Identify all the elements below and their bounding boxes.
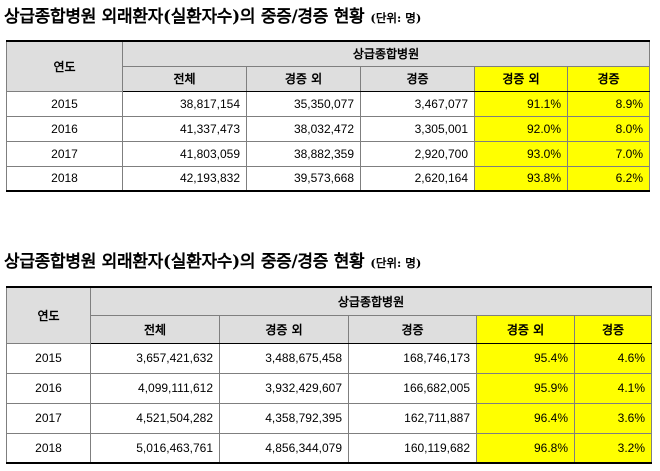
- cell-year: 2015: [6, 342, 91, 374]
- cell-year: 2017: [6, 402, 91, 434]
- col-header-non-mild-pct: 경증 외: [474, 65, 568, 92]
- cell-mild-pct: 3.2%: [573, 432, 653, 464]
- cell-year: 2017: [6, 140, 123, 167]
- cell-mild-pct: 4.1%: [573, 372, 653, 404]
- table-2-title-text: 상급종합병원 외래환자(실환자수)의 중증/경증 현황: [4, 252, 365, 272]
- group-header: 상급종합병원: [89, 286, 653, 316]
- year-header: 연도: [6, 286, 91, 344]
- cell-year: 2018: [6, 432, 91, 464]
- cell-mild: 3,467,077: [360, 90, 475, 117]
- cell-total: 4,521,504,282: [90, 402, 220, 434]
- table-row: 2016 41,337,473 38,032,472 3,305,001 92.…: [6, 115, 651, 142]
- cell-mild-pct: 8.9%: [566, 90, 651, 117]
- cell-mild: 3,305,001: [360, 115, 475, 142]
- cell-total: 4,099,111,612: [90, 372, 220, 404]
- cell-mild: 162,711,887: [348, 402, 477, 434]
- cell-non-mild: 39,573,668: [246, 165, 361, 192]
- cell-non-mild: 4,358,792,395: [219, 402, 349, 434]
- group-header: 상급종합병원: [121, 40, 651, 67]
- table-1-title: 상급종합병원 외래환자(실환자수)의 중증/경증 현황 (단위: 명): [4, 6, 421, 29]
- col-header-mild-pct: 경증: [573, 314, 653, 344]
- col-header-non-mild-pct: 경증 외: [476, 314, 575, 344]
- cell-non-mild-pct: 96.4%: [476, 402, 575, 434]
- table-1-title-text: 상급종합병원 외래환자(실환자수)의 중증/경증 현황: [4, 7, 365, 27]
- cell-total: 38,817,154: [122, 90, 247, 117]
- cell-non-mild-pct: 95.4%: [476, 342, 575, 374]
- cell-mild-pct: 3.6%: [573, 402, 653, 434]
- table-row: 2015 3,657,421,632 3,488,675,458 168,746…: [6, 342, 653, 374]
- col-header-total: 전체: [90, 314, 220, 344]
- cell-total: 5,016,463,761: [90, 432, 220, 464]
- table-row: 2018 42,193,832 39,573,668 2,620,164 93.…: [6, 165, 651, 192]
- table-row: 2016 4,099,111,612 3,932,429,607 166,682…: [6, 372, 653, 404]
- col-header-non-mild: 경증 외: [219, 314, 349, 344]
- table-1-unit: (단위: 명): [370, 11, 422, 25]
- cell-mild-pct: 8.0%: [566, 115, 651, 142]
- cell-non-mild: 38,882,359: [246, 140, 361, 167]
- cell-total: 3,657,421,632: [90, 342, 220, 374]
- table-1: 연도 상급종합병원 전체 경증 외 경증 경증 외 경증 2015 38,817…: [6, 40, 651, 192]
- cell-mild-pct: 6.2%: [566, 165, 651, 192]
- cell-mild: 2,920,700: [360, 140, 475, 167]
- col-header-mild: 경증: [348, 314, 477, 344]
- cell-non-mild: 3,488,675,458: [219, 342, 349, 374]
- cell-non-mild-pct: 95.9%: [476, 372, 575, 404]
- table-row: 2017 41,803,059 38,882,359 2,920,700 93.…: [6, 140, 651, 167]
- cell-non-mild-pct: 96.8%: [476, 432, 575, 464]
- cell-non-mild: 3,932,429,607: [219, 372, 349, 404]
- cell-total: 42,193,832: [122, 165, 247, 192]
- year-header: 연도: [6, 40, 123, 92]
- cell-non-mild-pct: 93.8%: [474, 165, 568, 192]
- table-row: 2015 38,817,154 35,350,077 3,467,077 91.…: [6, 90, 651, 117]
- table-2: 연도 상급종합병원 전체 경증 외 경증 경증 외 경증 2015 3,657,…: [6, 286, 653, 464]
- table-2-title: 상급종합병원 외래환자(실환자수)의 중증/경증 현황 (단위: 명): [4, 251, 421, 274]
- cell-mild: 166,682,005: [348, 372, 477, 404]
- cell-mild: 160,119,682: [348, 432, 477, 464]
- cell-mild: 168,746,173: [348, 342, 477, 374]
- col-header-mild-pct: 경증: [566, 65, 651, 92]
- cell-non-mild: 35,350,077: [246, 90, 361, 117]
- col-header-non-mild: 경증 외: [246, 65, 361, 92]
- cell-year: 2018: [6, 165, 123, 192]
- table-2-unit: (단위: 명): [370, 256, 422, 270]
- cell-mild-pct: 4.6%: [573, 342, 653, 374]
- col-header-total: 전체: [122, 65, 247, 92]
- cell-non-mild: 4,856,344,079: [219, 432, 349, 464]
- cell-year: 2015: [6, 90, 123, 117]
- cell-total: 41,337,473: [122, 115, 247, 142]
- cell-non-mild: 38,032,472: [246, 115, 361, 142]
- cell-year: 2016: [6, 372, 91, 404]
- col-header-mild: 경증: [360, 65, 475, 92]
- table-row: 2017 4,521,504,282 4,358,792,395 162,711…: [6, 402, 653, 434]
- cell-mild: 2,620,164: [360, 165, 475, 192]
- table-row: 2018 5,016,463,761 4,856,344,079 160,119…: [6, 432, 653, 464]
- cell-total: 41,803,059: [122, 140, 247, 167]
- cell-non-mild-pct: 93.0%: [474, 140, 568, 167]
- cell-non-mild-pct: 91.1%: [474, 90, 568, 117]
- cell-mild-pct: 7.0%: [566, 140, 651, 167]
- cell-non-mild-pct: 92.0%: [474, 115, 568, 142]
- cell-year: 2016: [6, 115, 123, 142]
